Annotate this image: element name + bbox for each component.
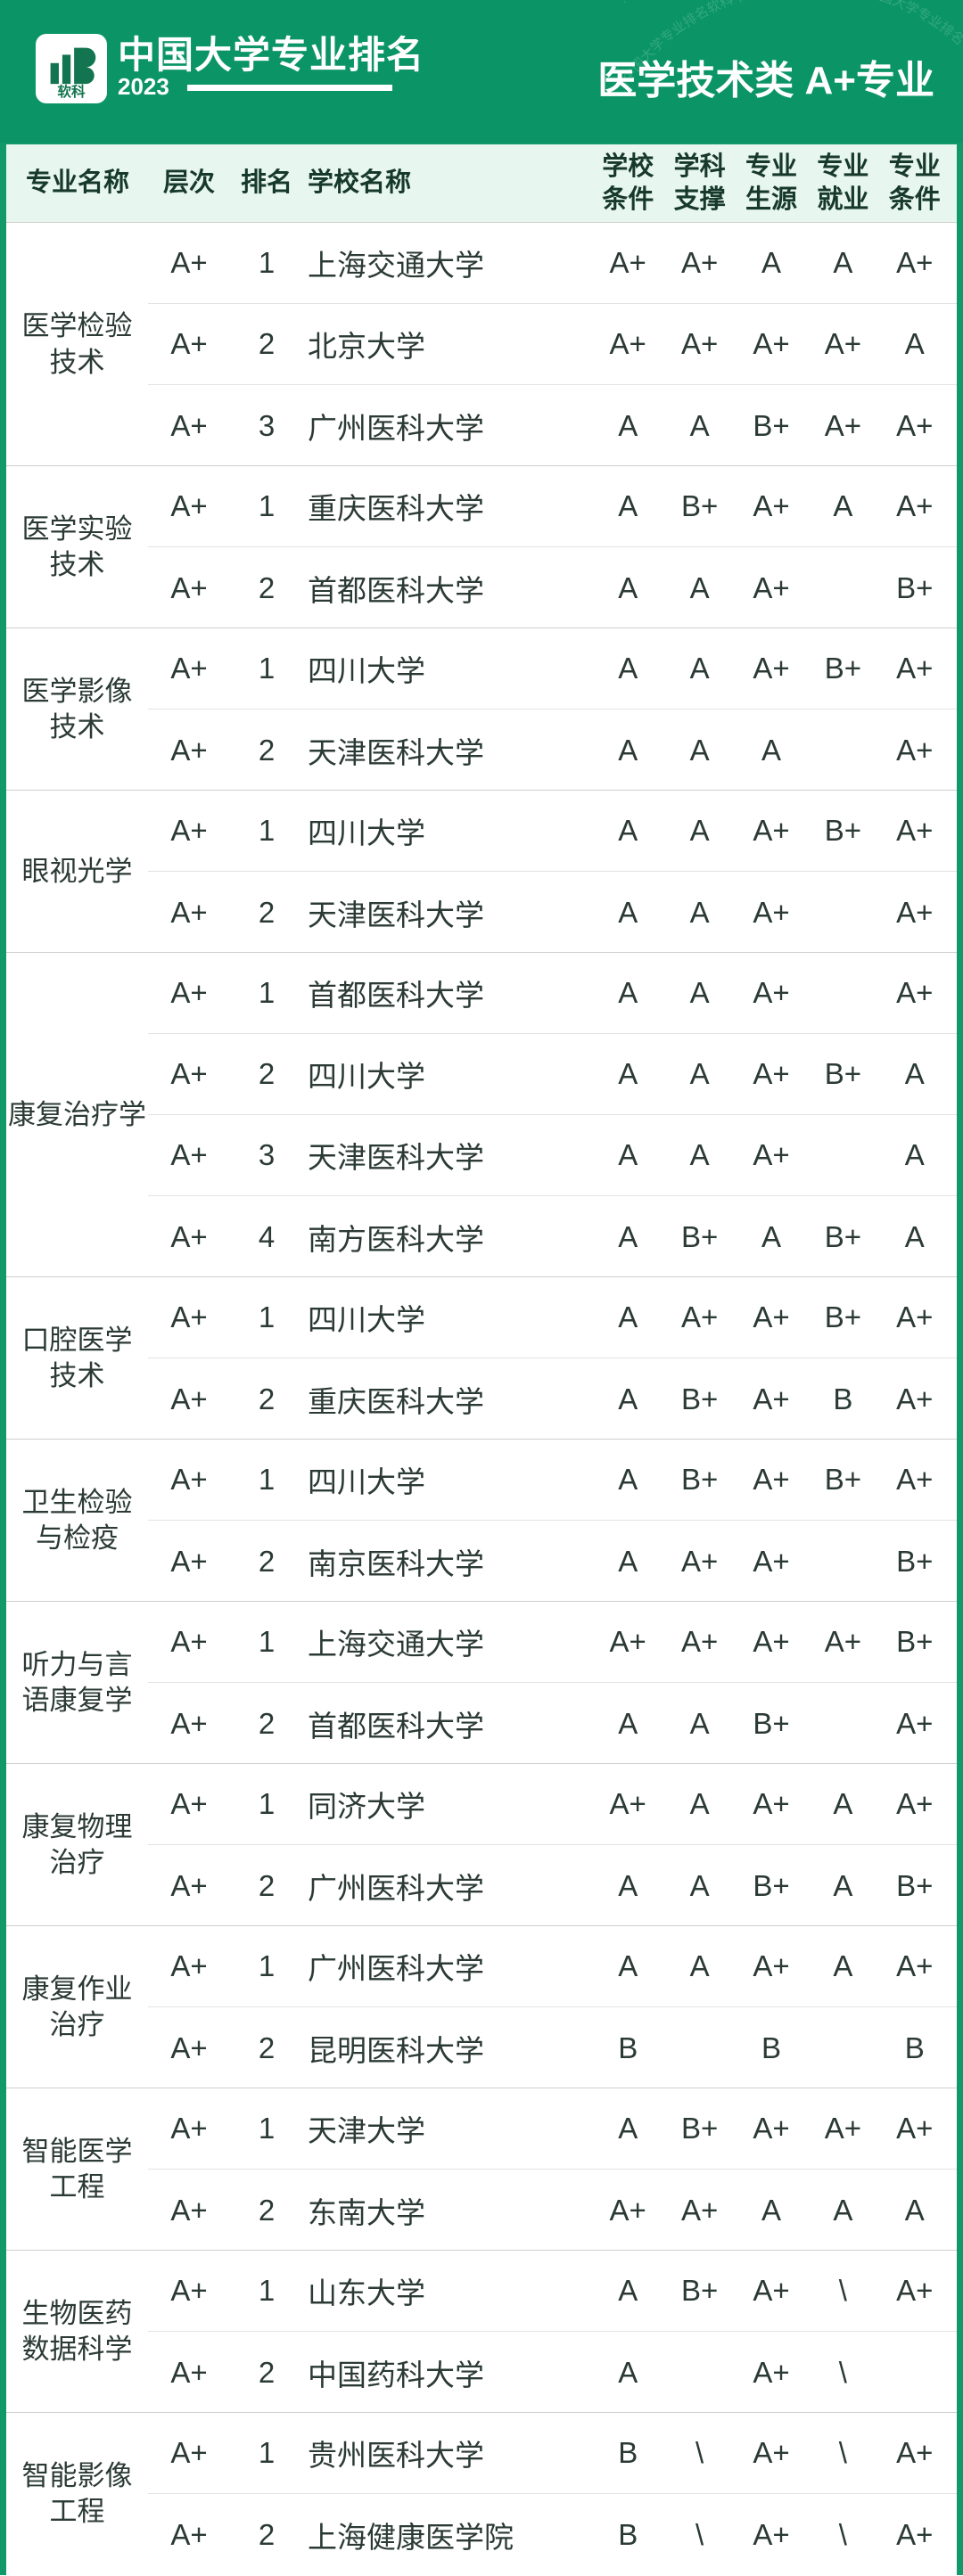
svg-text:软科: 软科 — [57, 83, 86, 100]
